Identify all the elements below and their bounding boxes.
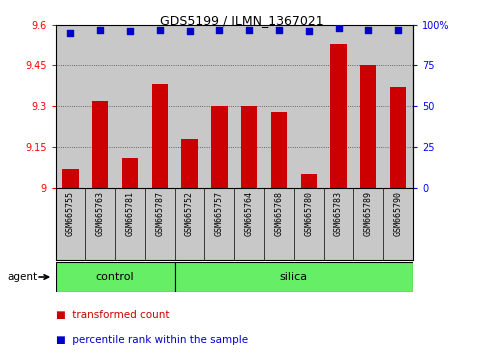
Bar	[152, 85, 168, 188]
Point	[156, 27, 164, 33]
Text: ■  percentile rank within the sample: ■ percentile rank within the sample	[56, 335, 248, 345]
Text: GSM665755: GSM665755	[66, 191, 75, 236]
Point	[335, 25, 342, 31]
Text: GSM665789: GSM665789	[364, 191, 373, 236]
Bar	[360, 65, 376, 188]
Bar	[271, 112, 287, 188]
Text: GSM665763: GSM665763	[96, 191, 105, 236]
Text: ■  transformed count: ■ transformed count	[56, 310, 169, 320]
Text: agent: agent	[7, 272, 37, 282]
Bar	[330, 44, 347, 188]
FancyBboxPatch shape	[56, 262, 175, 292]
Text: GSM665764: GSM665764	[245, 191, 254, 236]
Text: GSM665768: GSM665768	[274, 191, 284, 236]
Point	[67, 30, 74, 36]
Bar	[62, 169, 79, 188]
Point	[275, 27, 283, 33]
Point	[185, 28, 193, 34]
Bar	[182, 139, 198, 188]
Point	[364, 27, 372, 33]
Point	[97, 27, 104, 33]
Bar	[300, 174, 317, 188]
Point	[126, 28, 134, 34]
Bar	[211, 106, 227, 188]
Bar	[390, 87, 406, 188]
Text: GSM665752: GSM665752	[185, 191, 194, 236]
Point	[215, 27, 223, 33]
Text: silica: silica	[280, 272, 308, 282]
Text: GDS5199 / ILMN_1367021: GDS5199 / ILMN_1367021	[160, 14, 323, 27]
Bar	[122, 158, 138, 188]
Point	[305, 28, 313, 34]
Bar	[92, 101, 108, 188]
Point	[394, 27, 402, 33]
Text: GSM665781: GSM665781	[126, 191, 134, 236]
Bar	[241, 106, 257, 188]
Text: GSM665780: GSM665780	[304, 191, 313, 236]
Point	[245, 27, 253, 33]
Text: GSM665783: GSM665783	[334, 191, 343, 236]
Text: GSM665790: GSM665790	[394, 191, 402, 236]
Text: control: control	[96, 272, 134, 282]
Text: GSM665757: GSM665757	[215, 191, 224, 236]
FancyBboxPatch shape	[175, 262, 413, 292]
Text: GSM665787: GSM665787	[156, 191, 164, 236]
